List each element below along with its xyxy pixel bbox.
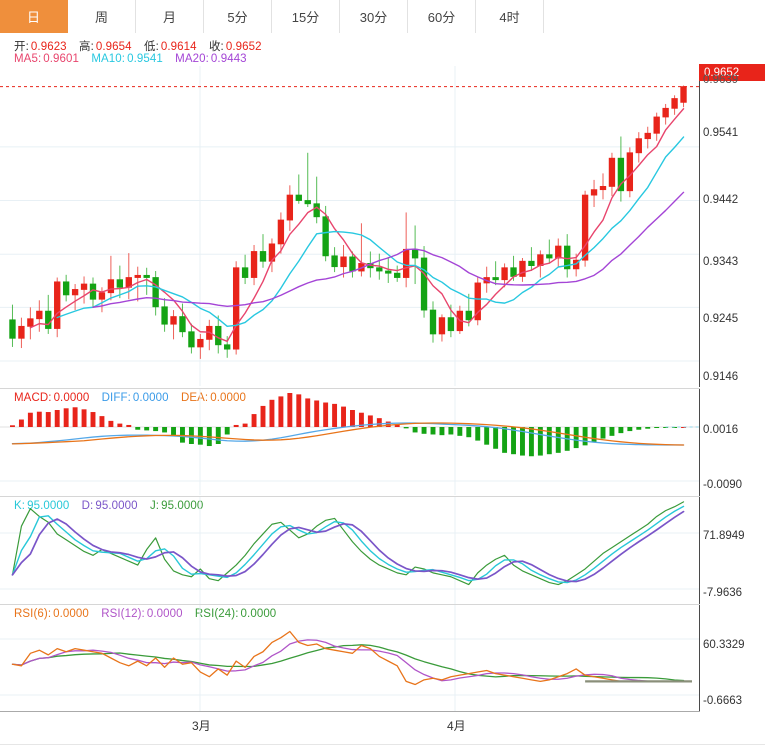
close-value: 0.9652 <box>225 41 262 53</box>
kdj-axis-line <box>699 497 700 605</box>
tab-bar-filler <box>544 0 765 33</box>
open-label: 开: <box>14 41 29 53</box>
macd-axis-line <box>699 389 700 496</box>
kdj-tick-1: -7.9636 <box>703 587 743 599</box>
macd-tick-0: 0.0016 <box>703 424 739 436</box>
low-value: 0.9614 <box>160 41 197 53</box>
price-axis-line <box>699 66 700 387</box>
tab-month[interactable]: 月 <box>136 0 204 33</box>
price-tick-1: 0.9541 <box>703 127 739 139</box>
price-tick-3: 0.9343 <box>703 256 739 268</box>
price-tick-0: 0.9639 <box>703 74 739 86</box>
tab-15min[interactable]: 15分 <box>272 0 340 33</box>
macd-plot[interactable] <box>0 389 700 495</box>
timeframe-tab-bar: 日 周 月 5分 15分 30分 60分 4时 <box>0 0 765 33</box>
bottom-border <box>0 744 765 745</box>
ohlc-legend: 开: 0.9623 高: 0.9654 低: 0.9614 收: 0.9652 <box>14 38 271 54</box>
macd-panel[interactable] <box>0 389 700 495</box>
rsi-tick-0: 60.3329 <box>703 639 745 651</box>
low-label: 低: <box>143 41 159 53</box>
ma5-value: 0.9601 <box>43 53 80 65</box>
tab-label: 周 <box>94 10 108 25</box>
price-macd-divider <box>0 388 700 389</box>
price-tick-5: 0.9146 <box>703 371 739 383</box>
x-tick-march: 3月 <box>192 719 211 733</box>
tab-day[interactable]: 日 <box>0 0 68 33</box>
ma10-value: 0.9541 <box>127 53 163 65</box>
kdj-plot[interactable] <box>0 497 700 604</box>
tab-4hour[interactable]: 4时 <box>476 0 544 33</box>
x-tick-april: 4月 <box>447 719 466 733</box>
tab-label: 月 <box>162 10 176 25</box>
ma20-value: 0.9443 <box>210 53 247 65</box>
current-price-badge: 0.9652 <box>699 64 765 81</box>
rsi-tick-1: -0.6663 <box>703 695 743 707</box>
ma10-label: MA10: <box>91 53 126 65</box>
tab-label: 15分 <box>291 10 320 25</box>
candlestick-plot[interactable] <box>0 66 700 386</box>
kdj-panel[interactable] <box>0 497 700 604</box>
tab-label: 60分 <box>427 10 456 25</box>
macd-kdj-divider <box>0 496 700 497</box>
tab-label: 5分 <box>227 10 248 25</box>
tab-label: 日 <box>26 10 40 25</box>
close-label: 收: <box>208 41 224 53</box>
price-tick-2: 0.9442 <box>703 194 739 206</box>
rsi-panel[interactable] <box>0 605 700 711</box>
tab-5min[interactable]: 5分 <box>204 0 272 33</box>
macd-tick-1: -0.0090 <box>703 479 743 491</box>
open-value: 0.9623 <box>30 41 67 53</box>
kdj-tick-0: 71.8949 <box>703 530 745 542</box>
ma20-label: MA20: <box>175 53 209 65</box>
tab-30min[interactable]: 30分 <box>340 0 408 33</box>
ma-legend: MA5: 0.9601 MA10: 0.9541 MA20: 0.9443 <box>14 53 256 65</box>
x-axis-line <box>0 711 700 712</box>
tab-label: 30分 <box>359 10 388 25</box>
high-label: 高: <box>78 41 94 53</box>
tab-label: 4时 <box>499 10 520 25</box>
tab-week[interactable]: 周 <box>68 0 136 33</box>
price-chart-panel[interactable] <box>0 66 700 386</box>
high-value: 0.9654 <box>95 41 132 53</box>
tab-60min[interactable]: 60分 <box>408 0 476 33</box>
rsi-plot[interactable] <box>0 605 700 711</box>
price-tick-4: 0.9245 <box>703 313 739 325</box>
ma5-label: MA5: <box>14 53 42 65</box>
current-price-value: 0.9652 <box>704 66 740 79</box>
rsi-axis-line <box>699 605 700 712</box>
kdj-rsi-divider <box>0 604 700 605</box>
